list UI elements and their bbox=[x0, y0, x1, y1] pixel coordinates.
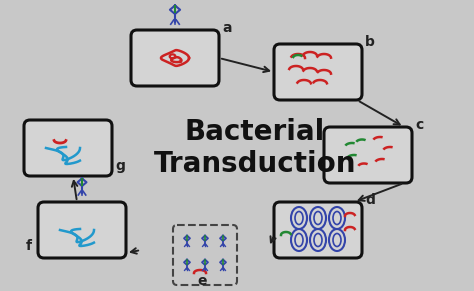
Text: f: f bbox=[26, 239, 32, 253]
Text: d: d bbox=[365, 193, 375, 207]
Text: e: e bbox=[197, 274, 207, 288]
Text: Bacterial
Transduction: Bacterial Transduction bbox=[154, 118, 356, 178]
Text: a: a bbox=[222, 21, 231, 35]
Text: c: c bbox=[415, 118, 423, 132]
FancyBboxPatch shape bbox=[131, 30, 219, 86]
FancyBboxPatch shape bbox=[274, 44, 362, 100]
FancyBboxPatch shape bbox=[38, 202, 126, 258]
FancyBboxPatch shape bbox=[324, 127, 412, 183]
Text: g: g bbox=[115, 159, 125, 173]
FancyBboxPatch shape bbox=[24, 120, 112, 176]
Text: b: b bbox=[365, 35, 375, 49]
FancyBboxPatch shape bbox=[274, 202, 362, 258]
